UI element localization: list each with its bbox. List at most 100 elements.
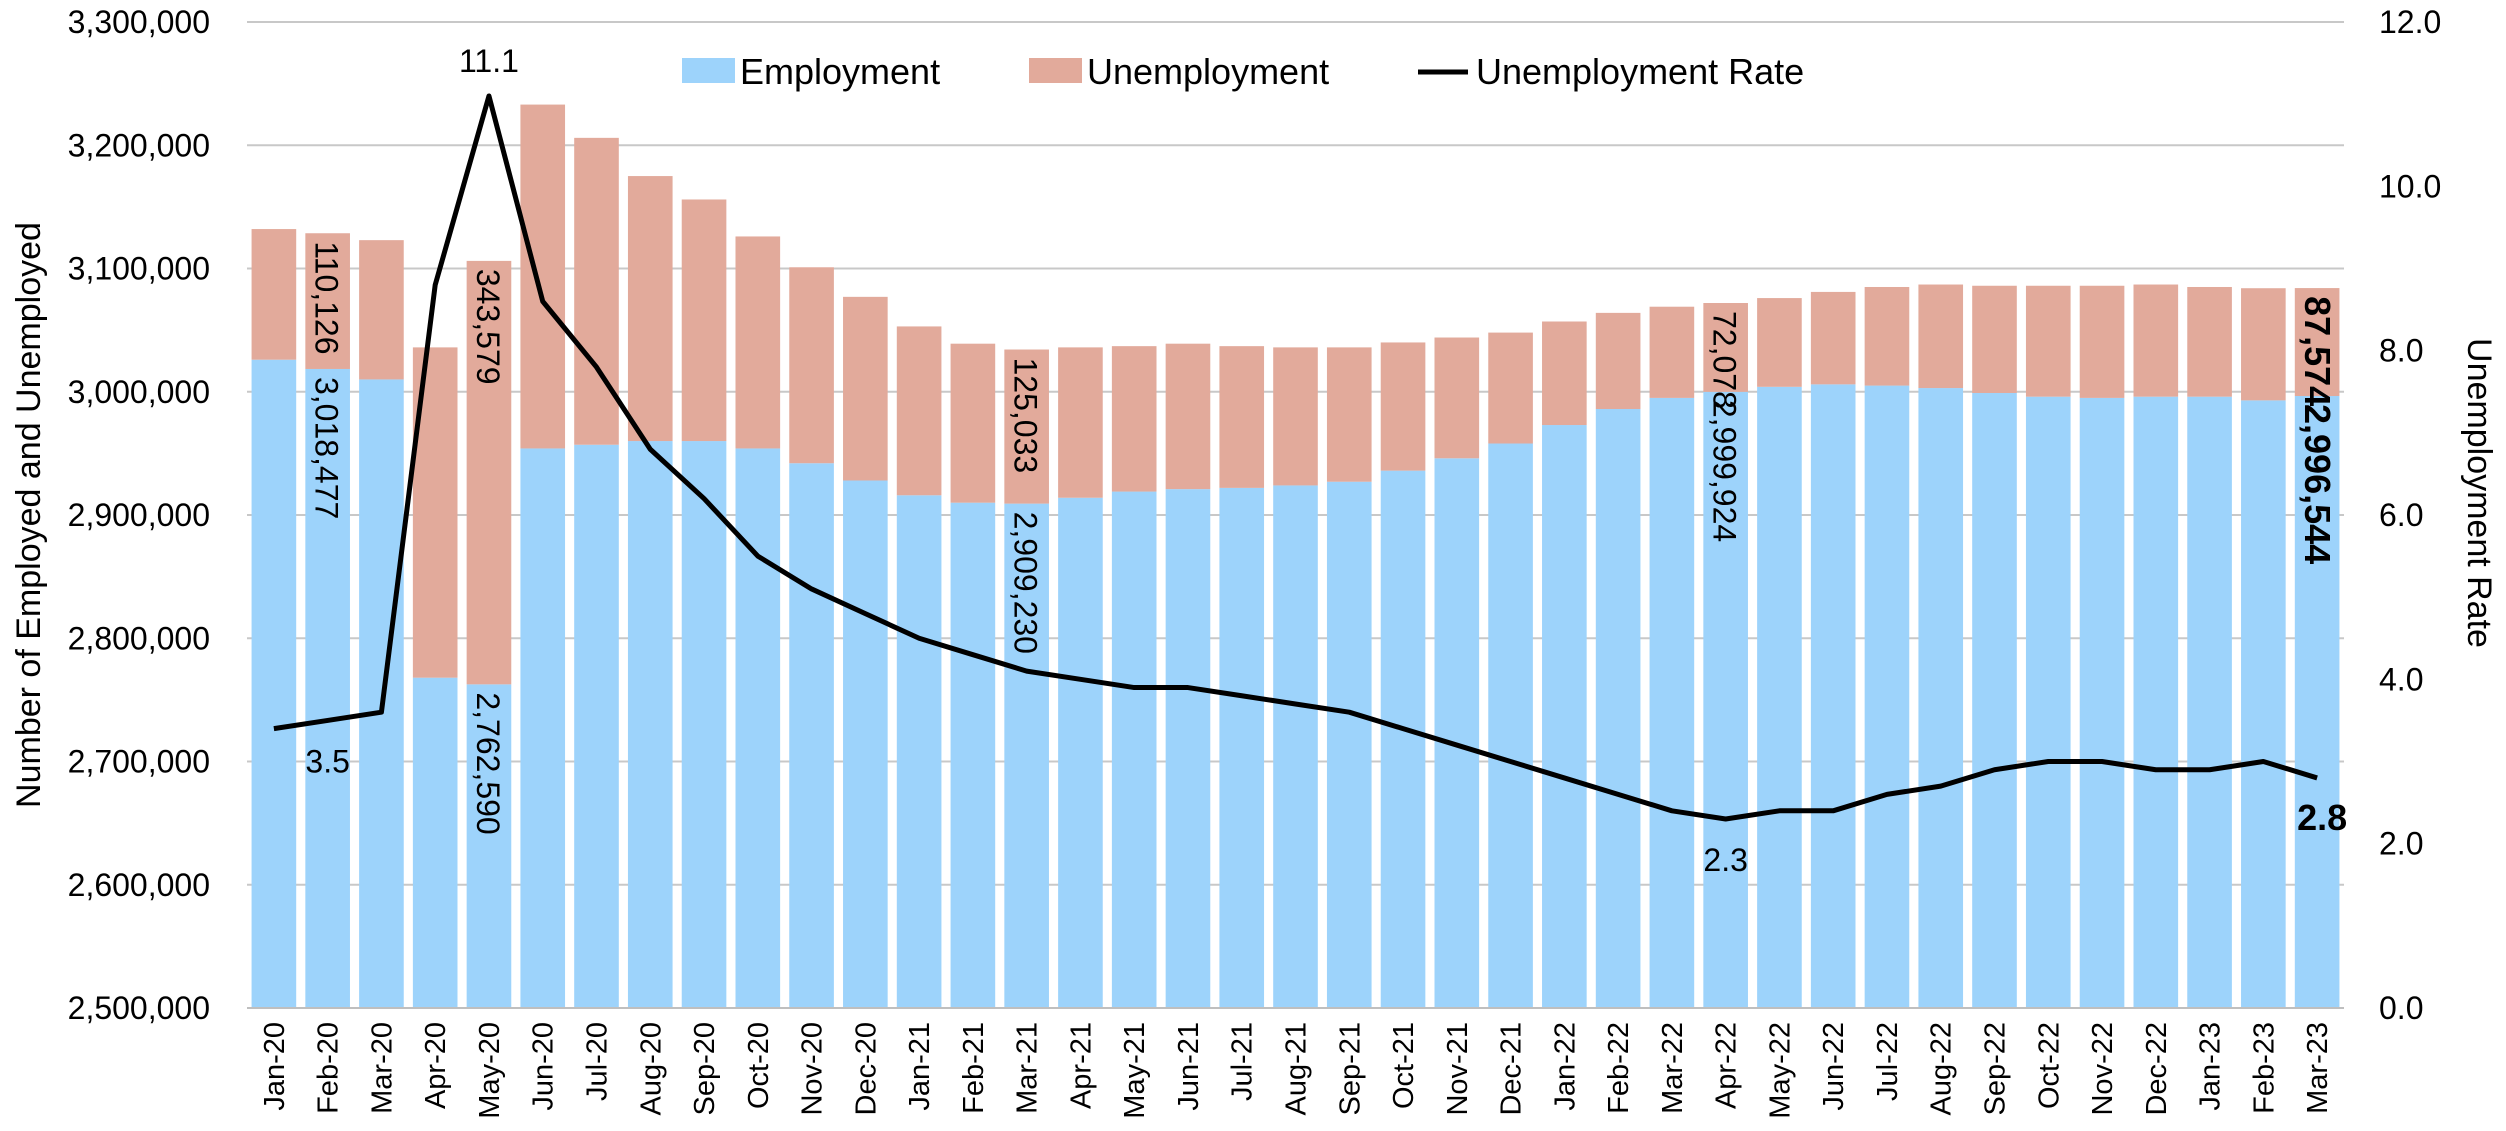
unemployment-bar — [2025, 285, 2071, 397]
unemployment-data-label: 343,579 — [470, 269, 506, 385]
legend-label: Employment — [740, 51, 940, 92]
unemployment-bar — [1326, 347, 1372, 482]
employment-bar — [574, 444, 619, 1008]
x-tick-label: Jan-21 — [904, 1022, 936, 1111]
unemployment-bar — [251, 229, 297, 360]
unemployment-bar — [359, 240, 404, 380]
x-tick-label: Mar-23 — [2302, 1022, 2334, 1114]
employment-bar — [1488, 443, 1533, 1008]
x-tick-label: Jul-20 — [582, 1022, 614, 1101]
y-tick-label: 2,600,000 — [68, 867, 210, 903]
unemployment-bar — [1380, 342, 1426, 471]
employment-bar — [2025, 396, 2071, 1008]
employment-bar — [1757, 386, 1802, 1008]
unemployment-bar — [1273, 347, 1318, 486]
x-tick-label: Nov-22 — [2087, 1022, 2119, 1116]
x-tick-label: Jun-22 — [1818, 1022, 1850, 1111]
x-tick-label: Oct-22 — [2033, 1022, 2065, 1109]
x-tick-label: Apr-20 — [420, 1022, 452, 1109]
bar-data-labels: 3,018,477 2,762,590 2,909,230 2,999,924 2,99… — [309, 241, 2338, 834]
unemployment-bar — [520, 104, 566, 449]
y-tick-label: 2,700,000 — [68, 744, 210, 780]
unemployment-data-label: 125,033 — [1008, 358, 1044, 474]
employment-bar — [2079, 397, 2125, 1009]
employment-bar — [1810, 384, 1856, 1009]
legend-swatch — [1029, 58, 1082, 83]
employment-data-label: 3,018,477 — [309, 377, 345, 519]
unemployment-bar — [1972, 285, 2017, 393]
employment-bar — [950, 502, 996, 1008]
unemployment-data-label: 72,078 — [1707, 311, 1743, 409]
x-tick-label: May-20 — [474, 1022, 506, 1119]
unemployment-bar — [789, 267, 834, 464]
employment-bar — [1004, 503, 1049, 1008]
unemployment-bar — [2241, 288, 2286, 401]
unemployment-bar — [1542, 321, 1587, 426]
unemployment-bar — [1058, 347, 1103, 498]
x-tick-label: Jun-21 — [1173, 1022, 1205, 1111]
x-tick-label: Apr-21 — [1065, 1022, 1097, 1109]
unemployment-bar — [1595, 312, 1641, 410]
axes: 2,500,000 2,600,000 2,700,000 2,800,000 2,90… — [10, 4, 2498, 1119]
y2-tick-label: 6.0 — [2379, 497, 2423, 533]
bars — [251, 104, 2340, 1009]
unemployment-bar — [1864, 286, 1910, 386]
legend-label: Unemployment Rate — [1476, 51, 1804, 92]
employment-bar — [627, 441, 673, 1008]
employment-bar — [1058, 497, 1103, 1008]
employment-bar — [1703, 391, 1748, 1009]
y2-tick-label: 12.0 — [2379, 4, 2441, 40]
employment-bar — [251, 359, 297, 1009]
x-tick-label: Jan-22 — [1549, 1022, 1581, 1111]
x-tick-label: Apr-22 — [1711, 1022, 1743, 1109]
x-tick-label: Aug-20 — [635, 1022, 667, 1116]
y2-tick-label: 2.0 — [2379, 826, 2423, 862]
unemployment-data-label: 110,126 — [309, 241, 345, 354]
unemployment-bar — [2187, 286, 2232, 397]
unemployment-bar — [2294, 288, 2340, 397]
employment-bar — [1972, 392, 2017, 1008]
y2-tick-label: 0.0 — [2379, 990, 2423, 1026]
employment-bar — [412, 677, 458, 1008]
rate-data-label: 2.3 — [1703, 842, 1747, 878]
unemployment-bar — [1703, 303, 1748, 392]
y2-tick-label: 4.0 — [2379, 661, 2423, 697]
unemployment-bar — [1918, 284, 1964, 389]
unemployment-bar — [1757, 298, 1802, 387]
y-tick-label: 2,800,000 — [68, 620, 210, 656]
employment-bar — [789, 463, 834, 1008]
employment-bar — [1380, 470, 1426, 1008]
x-tick-label: Aug-21 — [1281, 1022, 1313, 1116]
unemployment-bar — [1219, 346, 1265, 488]
x-tick-label: Mar-22 — [1657, 1022, 1689, 1114]
employment-bar — [1864, 385, 1910, 1008]
unemployment-bar — [2079, 285, 2125, 398]
employment-bar — [305, 368, 350, 1008]
legend-label: Unemployment — [1087, 51, 1329, 92]
x-tick-label: Oct-20 — [743, 1022, 775, 1109]
x-tick-label: Jan-23 — [2195, 1022, 2227, 1111]
employment-data-label: 2,999,924 — [1707, 400, 1743, 542]
unemployment-data-label: 87,574 — [2297, 296, 2338, 406]
x-tick-label: Jan-20 — [259, 1022, 291, 1111]
unemployment-bar — [950, 343, 996, 503]
x-tick-label: Feb-20 — [313, 1022, 345, 1114]
rate-data-label: 2.8 — [2297, 797, 2347, 838]
x-tick-label: May-22 — [1764, 1022, 1796, 1119]
y-tick-label: 2,900,000 — [68, 497, 210, 533]
employment-bar — [1542, 425, 1587, 1009]
employment-bar — [2241, 400, 2286, 1008]
employment-bar — [2294, 396, 2340, 1008]
x-tick-label: Jun-20 — [528, 1022, 560, 1111]
unemployment-bar — [1649, 306, 1695, 398]
x-tick-label: Jul-22 — [1872, 1022, 1904, 1101]
x-tick-label: Feb-21 — [958, 1022, 990, 1114]
employment-bar — [520, 448, 566, 1008]
y2-tick-label: 8.0 — [2379, 333, 2423, 369]
employment-bar — [896, 495, 942, 1008]
employment-bar — [1434, 458, 1480, 1008]
unemployment-bar — [1004, 349, 1049, 504]
employment-data-label: 2,762,590 — [470, 692, 506, 834]
y-tick-label: 3,000,000 — [68, 374, 210, 410]
